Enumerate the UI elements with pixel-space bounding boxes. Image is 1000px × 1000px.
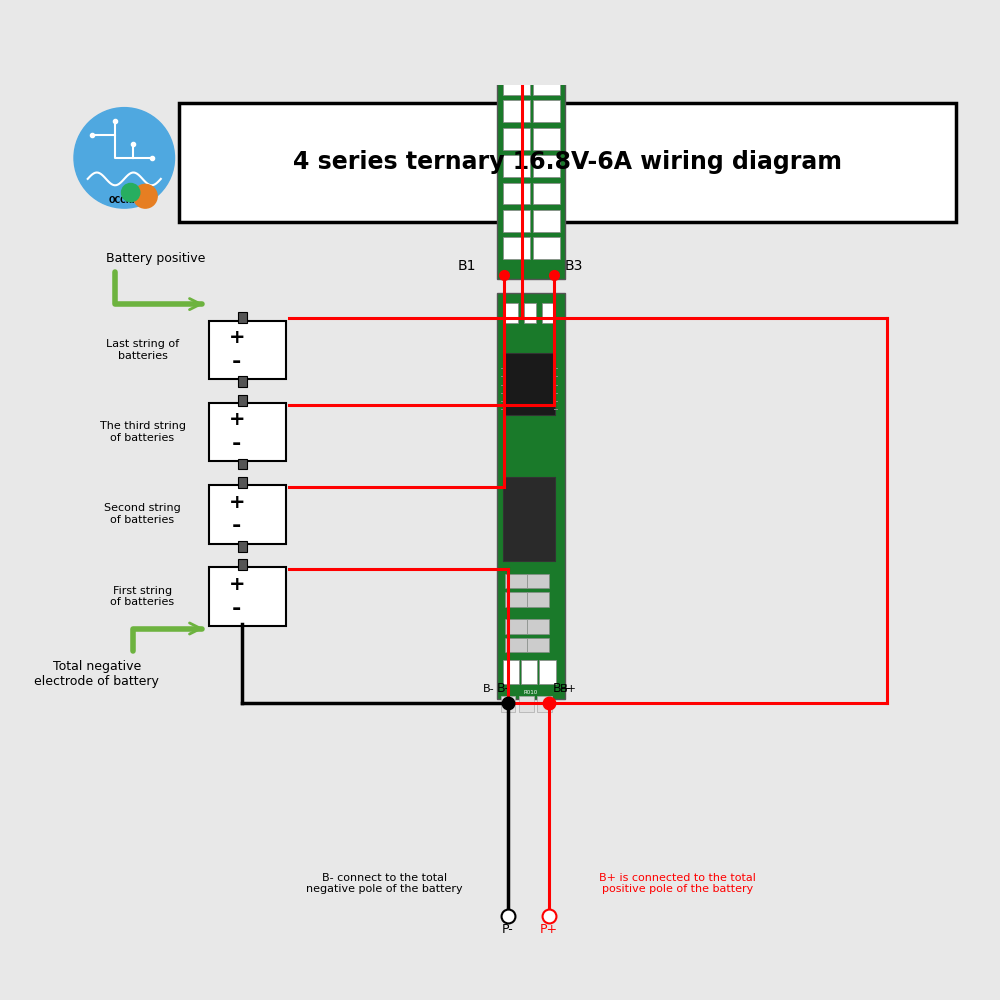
FancyBboxPatch shape <box>527 638 549 652</box>
Text: P+: P+ <box>540 923 558 936</box>
Text: B+ is connected to the total
positive pole of the battery: B+ is connected to the total positive po… <box>599 873 756 894</box>
FancyBboxPatch shape <box>527 574 549 588</box>
FancyBboxPatch shape <box>527 619 549 634</box>
FancyBboxPatch shape <box>503 660 519 684</box>
Circle shape <box>122 183 140 202</box>
Text: B- connect to the total
negative pole of the battery: B- connect to the total negative pole of… <box>306 873 463 894</box>
FancyBboxPatch shape <box>503 3 559 22</box>
Text: B-: B- <box>483 684 494 694</box>
Text: -: - <box>232 352 241 372</box>
FancyBboxPatch shape <box>497 293 565 699</box>
FancyBboxPatch shape <box>209 403 286 461</box>
Text: +: + <box>228 493 245 512</box>
FancyBboxPatch shape <box>533 183 560 204</box>
FancyBboxPatch shape <box>503 183 530 204</box>
FancyBboxPatch shape <box>537 696 552 712</box>
FancyBboxPatch shape <box>533 73 560 95</box>
Text: B-: B- <box>497 682 510 695</box>
FancyBboxPatch shape <box>527 592 549 607</box>
Text: B2: B2 <box>535 0 554 2</box>
Text: B+: B+ <box>560 684 577 694</box>
Text: B+: B+ <box>553 682 572 695</box>
Text: -: - <box>232 434 241 454</box>
Text: First string
of batteries: First string of batteries <box>110 586 175 607</box>
FancyBboxPatch shape <box>533 45 560 67</box>
FancyBboxPatch shape <box>238 541 247 552</box>
FancyBboxPatch shape <box>501 696 515 712</box>
FancyBboxPatch shape <box>503 100 530 122</box>
FancyBboxPatch shape <box>542 303 555 323</box>
Text: -: - <box>232 599 241 619</box>
Text: Last string of
batteries: Last string of batteries <box>106 339 179 361</box>
FancyBboxPatch shape <box>533 155 560 177</box>
Text: Battery positive: Battery positive <box>106 252 205 265</box>
FancyBboxPatch shape <box>503 155 530 177</box>
FancyBboxPatch shape <box>533 237 560 259</box>
Text: -: - <box>232 516 241 536</box>
FancyBboxPatch shape <box>505 574 527 588</box>
FancyBboxPatch shape <box>519 696 534 712</box>
Text: R010: R010 <box>524 690 538 695</box>
Text: +: + <box>228 328 245 347</box>
FancyBboxPatch shape <box>209 567 286 626</box>
FancyBboxPatch shape <box>503 237 530 259</box>
Text: P-: P- <box>502 923 514 936</box>
Circle shape <box>74 108 175 208</box>
FancyBboxPatch shape <box>503 128 530 150</box>
FancyBboxPatch shape <box>524 303 536 323</box>
FancyBboxPatch shape <box>505 303 518 323</box>
FancyBboxPatch shape <box>238 559 247 570</box>
Text: OCCKIC: OCCKIC <box>108 196 140 205</box>
FancyBboxPatch shape <box>497 19 565 279</box>
FancyBboxPatch shape <box>238 395 247 406</box>
FancyBboxPatch shape <box>209 321 286 379</box>
FancyBboxPatch shape <box>238 459 247 469</box>
FancyBboxPatch shape <box>503 353 555 415</box>
FancyBboxPatch shape <box>238 312 247 323</box>
Text: +: + <box>228 410 245 429</box>
FancyBboxPatch shape <box>179 103 956 222</box>
FancyBboxPatch shape <box>533 210 560 232</box>
FancyBboxPatch shape <box>505 638 527 652</box>
FancyBboxPatch shape <box>503 210 530 232</box>
FancyBboxPatch shape <box>503 73 530 95</box>
Text: Total negative
electrode of battery: Total negative electrode of battery <box>34 660 159 688</box>
Text: The third string
of batteries: The third string of batteries <box>100 421 186 443</box>
Text: B1: B1 <box>458 259 476 273</box>
FancyBboxPatch shape <box>539 660 556 684</box>
FancyBboxPatch shape <box>533 128 560 150</box>
Text: +: + <box>228 575 245 594</box>
FancyBboxPatch shape <box>209 485 286 544</box>
Text: Second string
of batteries: Second string of batteries <box>104 503 181 525</box>
FancyBboxPatch shape <box>238 376 247 387</box>
FancyBboxPatch shape <box>505 592 527 607</box>
Text: B3: B3 <box>565 259 583 273</box>
FancyBboxPatch shape <box>503 477 555 561</box>
FancyBboxPatch shape <box>505 619 527 634</box>
FancyBboxPatch shape <box>533 100 560 122</box>
Circle shape <box>133 184 157 208</box>
Text: 4 series ternary 16.8V-6A wiring diagram: 4 series ternary 16.8V-6A wiring diagram <box>293 150 842 174</box>
FancyBboxPatch shape <box>503 45 530 67</box>
FancyBboxPatch shape <box>238 477 247 488</box>
FancyBboxPatch shape <box>521 660 537 684</box>
